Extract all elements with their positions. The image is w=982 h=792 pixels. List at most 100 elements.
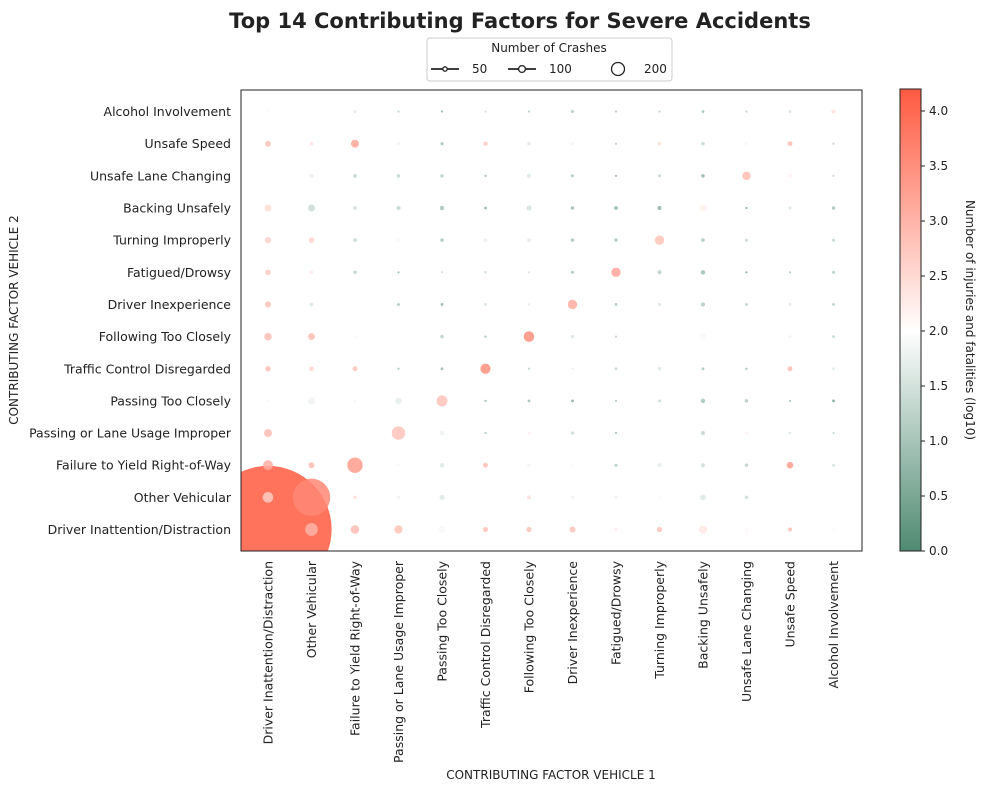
- bubble-12-4: [788, 399, 792, 402]
- bubble-8-1: [614, 495, 618, 500]
- chart-title: Top 14 Contributing Factors for Severe A…: [229, 9, 811, 33]
- bubble-0-5: [265, 366, 271, 372]
- x-tick-label: Following Too Closely: [522, 560, 537, 693]
- colorbar-tick-label: 2.0: [929, 324, 948, 338]
- y-tick-label: Driver Inattention/Distraction: [48, 522, 231, 537]
- bubble-7-8: [571, 270, 574, 274]
- size-legend-title: Number of Crashes: [491, 41, 607, 55]
- bubble-11-1: [744, 495, 749, 500]
- bubble-4-4: [436, 395, 448, 407]
- y-tick-label: Driver Inexperience: [108, 297, 232, 312]
- bubble-8-6: [614, 335, 618, 338]
- bubble-6-6: [523, 331, 535, 342]
- bubble-0-9: [264, 236, 272, 244]
- bubble-11-8: [745, 271, 748, 274]
- bubble-2-2: [347, 457, 363, 473]
- bubble-7-4: [571, 399, 574, 403]
- bubble-1-6: [308, 333, 315, 341]
- x-tick-label: Driver Inexperience: [565, 561, 580, 685]
- y-tick-label: Passing or Lane Usage Improper: [29, 426, 232, 441]
- legend-label-50: 50: [472, 62, 487, 76]
- bubble-6-5: [527, 367, 531, 370]
- bubble-3-2: [397, 463, 400, 467]
- bubble-8-4: [614, 399, 618, 402]
- bubble-5-10: [484, 206, 487, 210]
- bubble-3-12: [397, 142, 400, 146]
- bubble-5-7: [484, 303, 487, 306]
- bubble-13-6: [832, 335, 835, 339]
- bubble-4-13: [440, 110, 444, 113]
- bubble-1-1: [292, 478, 331, 517]
- bubble-13-4: [832, 399, 835, 403]
- bubble-6-0: [526, 526, 532, 533]
- bubble-6-8: [527, 271, 531, 274]
- bubble-7-11: [571, 174, 574, 178]
- bubble-13-11: [832, 174, 835, 177]
- bubble-0-12: [265, 140, 271, 147]
- bubble-11-5: [745, 367, 748, 370]
- bubble-10-5: [701, 367, 705, 371]
- bubble-10-1: [700, 494, 706, 501]
- bubble-11-11: [742, 171, 751, 181]
- colorbar-tick-label: 2.5: [929, 269, 948, 283]
- bubble-5-2: [483, 462, 488, 468]
- bubble-4-9: [440, 238, 444, 242]
- bubble-13-13: [831, 109, 836, 114]
- bubble-8-0: [614, 527, 618, 532]
- bubble-11-7: [745, 303, 748, 306]
- x-tick-label: Backing Unsafely: [696, 560, 711, 668]
- bubble-2-13: [353, 110, 357, 113]
- bubble-10-4: [700, 398, 706, 404]
- x-axis-label: CONTRIBUTING FACTOR VEHICLE 1: [446, 768, 656, 782]
- bubble-3-4: [395, 397, 402, 405]
- bubble-5-4: [484, 399, 487, 402]
- bubble-13-3: [832, 431, 835, 435]
- bubble-10-11: [701, 174, 705, 178]
- bubble-0-2: [263, 460, 273, 471]
- colorbar-tick-label: 3.5: [929, 159, 948, 173]
- bubble-0-11: [266, 174, 270, 177]
- bubble-6-9: [527, 238, 531, 242]
- bubble-5-13: [484, 110, 487, 113]
- bubble-4-6: [440, 334, 444, 339]
- plot-area: Driver Inattention/Distraction Other Vehi…: [29, 89, 863, 763]
- bubble-6-12: [527, 141, 531, 146]
- legend-marker-50: [442, 66, 448, 72]
- legend-marker-200: [610, 61, 626, 77]
- bubble-7-9: [570, 238, 575, 242]
- bubble-5-5: [480, 363, 491, 374]
- bubble-3-3: [391, 426, 406, 440]
- y-axis-label: CONTRIBUTING FACTOR VEHICLE 2: [7, 215, 21, 425]
- colorbar-tick-label: 1.0: [929, 434, 948, 448]
- bubble-7-1: [570, 495, 575, 500]
- bubble-1-13: [310, 110, 313, 113]
- bubble-8-3: [614, 431, 618, 435]
- bubble-11-2: [744, 463, 749, 467]
- bubble-6-13: [527, 110, 531, 113]
- bubble-3-0: [394, 525, 403, 534]
- bubble-1-5: [309, 366, 314, 371]
- bubble-3-1: [396, 495, 401, 500]
- bubble-2-11: [353, 174, 357, 178]
- bubble-0-1: [262, 492, 274, 503]
- y-tick-label: Backing Unsafely: [123, 201, 231, 216]
- bubble-0-6: [264, 332, 272, 341]
- bubble-9-2: [657, 462, 662, 468]
- bubble-6-11: [527, 173, 531, 178]
- bubble-8-9: [614, 238, 618, 242]
- colorbar-tick-label: 4.0: [929, 104, 948, 118]
- bubble-4-3: [439, 430, 445, 436]
- bubble-1-12: [309, 141, 314, 146]
- bubble-8-11: [614, 174, 618, 177]
- x-tick-label: Alcohol Involvement: [826, 561, 841, 689]
- y-tick-label: Other Vehicular: [134, 490, 232, 505]
- bubble-13-10: [831, 206, 836, 210]
- bubble-10-13: [701, 110, 705, 113]
- bubble-3-11: [396, 174, 401, 178]
- bubble-10-3: [701, 431, 705, 436]
- bubble-6-2: [527, 463, 531, 467]
- bubble-0-8: [265, 269, 271, 276]
- bubble-4-5: [440, 367, 444, 371]
- bubble-12-5: [787, 366, 793, 372]
- bubble-11-10: [745, 206, 748, 210]
